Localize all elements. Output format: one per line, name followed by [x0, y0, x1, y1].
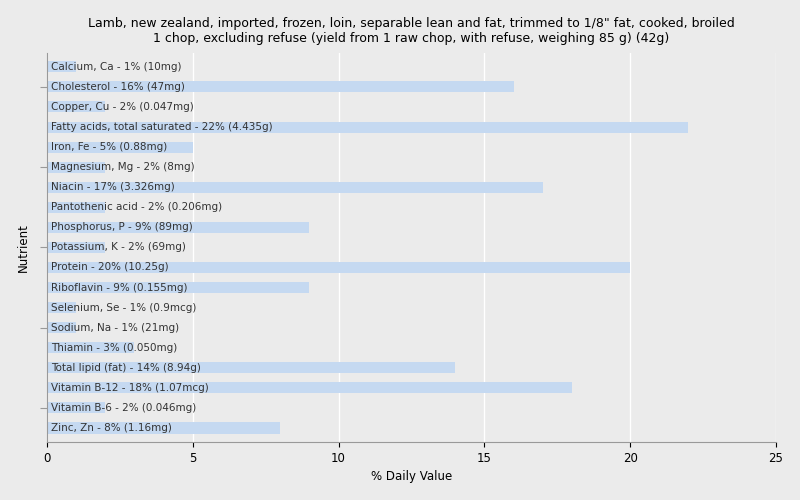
Text: Total lipid (fat) - 14% (8.94g): Total lipid (fat) - 14% (8.94g): [51, 363, 202, 373]
Text: Calcium, Ca - 1% (10mg): Calcium, Ca - 1% (10mg): [51, 62, 182, 72]
Text: Copper, Cu - 2% (0.047mg): Copper, Cu - 2% (0.047mg): [51, 102, 194, 112]
Bar: [47, 382, 572, 394]
Text: Protein - 20% (10.25g): Protein - 20% (10.25g): [51, 262, 169, 272]
Text: Phosphorus, P - 9% (89mg): Phosphorus, P - 9% (89mg): [51, 222, 193, 232]
Bar: [47, 302, 76, 313]
Bar: [47, 162, 106, 172]
Bar: [47, 122, 689, 132]
Text: Zinc, Zn - 8% (1.16mg): Zinc, Zn - 8% (1.16mg): [51, 423, 172, 433]
Bar: [47, 142, 193, 152]
X-axis label: % Daily Value: % Daily Value: [371, 470, 452, 484]
Bar: [47, 62, 76, 72]
Bar: [47, 182, 542, 192]
Bar: [47, 422, 280, 434]
Text: Selenium, Se - 1% (0.9mcg): Selenium, Se - 1% (0.9mcg): [51, 302, 197, 312]
Bar: [47, 342, 134, 353]
Text: Thiamin - 3% (0.050mg): Thiamin - 3% (0.050mg): [51, 342, 178, 352]
Bar: [47, 402, 106, 413]
Text: Cholesterol - 16% (47mg): Cholesterol - 16% (47mg): [51, 82, 186, 92]
Text: Pantothenic acid - 2% (0.206mg): Pantothenic acid - 2% (0.206mg): [51, 202, 222, 212]
Text: Vitamin B-6 - 2% (0.046mg): Vitamin B-6 - 2% (0.046mg): [51, 403, 197, 413]
Y-axis label: Nutrient: Nutrient: [17, 223, 30, 272]
Bar: [47, 362, 455, 374]
Bar: [47, 202, 106, 213]
Bar: [47, 82, 514, 92]
Text: Riboflavin - 9% (0.155mg): Riboflavin - 9% (0.155mg): [51, 282, 188, 292]
Bar: [47, 282, 310, 293]
Bar: [47, 322, 76, 333]
Text: Iron, Fe - 5% (0.88mg): Iron, Fe - 5% (0.88mg): [51, 142, 168, 152]
Text: Vitamin B-12 - 18% (1.07mcg): Vitamin B-12 - 18% (1.07mcg): [51, 383, 209, 393]
Bar: [47, 242, 106, 253]
Text: Magnesium, Mg - 2% (8mg): Magnesium, Mg - 2% (8mg): [51, 162, 195, 172]
Bar: [47, 262, 630, 273]
Text: Potassium, K - 2% (69mg): Potassium, K - 2% (69mg): [51, 242, 186, 252]
Bar: [47, 102, 106, 112]
Bar: [47, 222, 310, 233]
Text: Fatty acids, total saturated - 22% (4.435g): Fatty acids, total saturated - 22% (4.43…: [51, 122, 273, 132]
Text: Sodium, Na - 1% (21mg): Sodium, Na - 1% (21mg): [51, 322, 179, 332]
Text: Niacin - 17% (3.326mg): Niacin - 17% (3.326mg): [51, 182, 175, 192]
Title: Lamb, new zealand, imported, frozen, loin, separable lean and fat, trimmed to 1/: Lamb, new zealand, imported, frozen, loi…: [88, 16, 735, 44]
